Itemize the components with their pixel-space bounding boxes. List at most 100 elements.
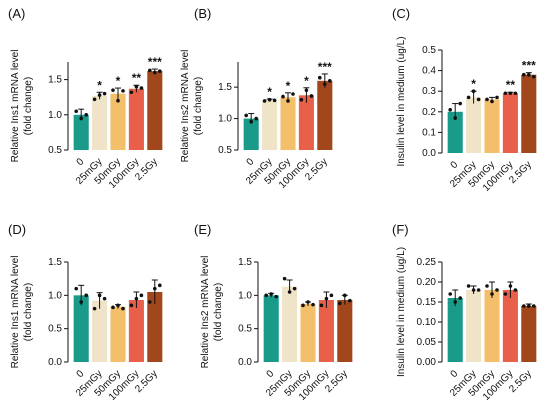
data-point: [522, 72, 526, 77]
data-point: [319, 303, 324, 308]
panel-c: (C) 0.0 0.1 0.2 0.3 0.4 0.5 Insulin level in m…: [392, 6, 537, 194]
x-tick-label: 0: [75, 156, 87, 168]
data-point: [153, 70, 157, 75]
data-point: [74, 286, 78, 291]
y-axis-label: Insulin level in medium (ug/L): [396, 36, 407, 166]
y-tick-label: 0.3: [422, 86, 436, 97]
data-point: [471, 288, 476, 292]
panel-label: (B): [194, 6, 211, 21]
bar: [447, 298, 463, 362]
significance-label: ***: [148, 55, 162, 69]
x-tick-label: 0: [449, 159, 461, 171]
panel-label: (E): [194, 222, 211, 237]
significance-label: *: [286, 79, 291, 93]
data-point: [286, 99, 290, 103]
data-point: [267, 97, 272, 102]
data-point: [287, 290, 292, 294]
data-point: [262, 99, 267, 103]
y-tick-label: 1.0: [218, 114, 232, 125]
data-point: [79, 300, 83, 304]
bar: [73, 114, 89, 150]
panel-b: (B) 0.5 1.0 1.5 Relative Ins2 mRNA level (fo…: [180, 6, 333, 191]
data-point: [148, 68, 152, 73]
bar: [466, 97, 482, 153]
y-tick-label: 0.05: [417, 337, 437, 348]
bar: [110, 93, 126, 150]
data-point: [153, 286, 157, 291]
data-point: [301, 303, 305, 308]
y-axis-label: Relative Ins2 mRNA level: [200, 256, 211, 369]
x-tick-label: 0: [75, 368, 87, 380]
y-tick-label: 1.5: [238, 257, 252, 268]
y-axis-label: (fold change): [23, 283, 34, 341]
y-tick-label: 0.10: [417, 317, 437, 328]
data-point: [495, 95, 499, 100]
panel-e: (E) 0.0 0.5 1.0 1.5 Relative Ins2 mRNA level…: [194, 222, 353, 403]
bar: [318, 300, 334, 362]
x-tick-label: 0: [449, 368, 461, 380]
data-point: [458, 101, 463, 106]
data-point: [92, 306, 97, 311]
panel-label: (F): [392, 222, 409, 237]
data-point: [329, 293, 334, 298]
y-tick-label: 1.0: [48, 110, 62, 121]
data-point: [158, 283, 162, 288]
significance-label: *: [267, 85, 272, 99]
data-point: [466, 284, 471, 288]
data-point: [269, 292, 274, 296]
data-point: [458, 296, 463, 300]
data-point: [158, 69, 162, 73]
y-tick-label: 1.5: [48, 257, 62, 268]
data-point: [508, 91, 513, 96]
panel-label: (A): [8, 6, 25, 21]
bar: [92, 95, 108, 150]
data-point: [121, 89, 125, 93]
bar: [447, 111, 463, 153]
y-axis-label: (fold change): [193, 77, 204, 135]
bar: [502, 93, 518, 153]
data-point: [254, 116, 258, 121]
bar: [521, 306, 537, 362]
data-point: [448, 107, 453, 112]
data-point: [134, 296, 139, 301]
data-point: [532, 74, 536, 79]
data-point: [513, 288, 518, 292]
data-point: [291, 92, 295, 96]
y-tick-label: 1.0: [238, 290, 252, 301]
bar: [282, 286, 298, 362]
data-point: [281, 94, 285, 99]
data-point: [84, 113, 88, 117]
data-point: [453, 116, 458, 120]
data-point: [495, 288, 499, 292]
data-point: [121, 306, 125, 311]
y-tick-label: 0.5: [218, 145, 232, 156]
data-point: [485, 284, 489, 288]
significance-label: *: [304, 74, 309, 88]
data-point: [311, 302, 315, 307]
data-point: [97, 93, 102, 97]
y-tick-label: 1.5: [218, 82, 232, 93]
bar: [337, 300, 353, 362]
y-tick-label: 0.0: [422, 148, 436, 159]
y-tick-label: 0.5: [238, 324, 252, 335]
x-tick-label: 0: [245, 156, 257, 168]
significance-label: ***: [522, 59, 536, 73]
y-axis-label: Relative Ins2 mRNA level: [180, 50, 191, 163]
bar: [92, 300, 108, 362]
bar: [521, 74, 537, 153]
data-point: [139, 86, 144, 90]
data-point: [318, 75, 322, 80]
y-tick-label: 0.20: [417, 277, 437, 288]
data-point: [304, 88, 309, 93]
y-tick-label: 0.25: [417, 257, 437, 268]
y-tick-label: 0.5: [422, 45, 436, 56]
data-point: [116, 98, 120, 103]
y-tick-label: 0.4: [422, 66, 436, 77]
data-point: [306, 300, 310, 304]
data-point: [490, 99, 494, 104]
data-point: [299, 97, 304, 102]
data-point: [92, 97, 97, 102]
data-point: [466, 95, 471, 100]
data-point: [448, 292, 453, 296]
